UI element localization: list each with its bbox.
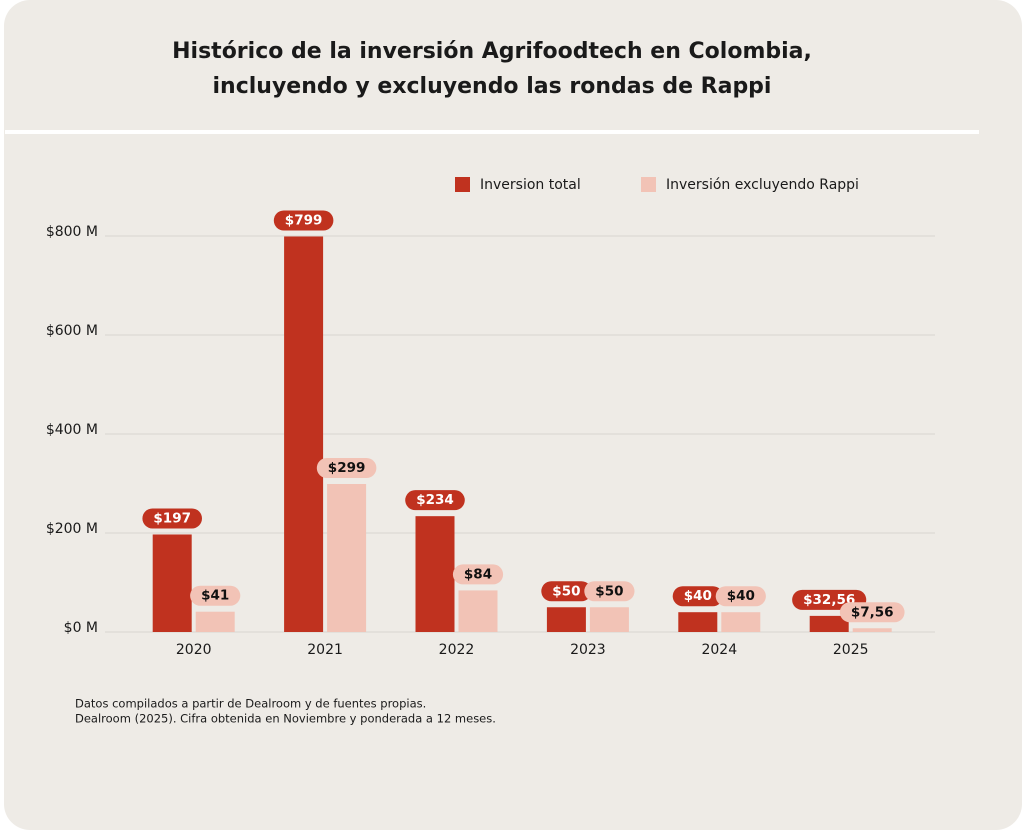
value-label-pill [190,585,241,606]
legend-label: Inversion total [480,177,581,193]
value-label: $197 [153,510,191,526]
chart-title: Histórico de la inversión Agrifoodtech e… [172,39,812,64]
x-tick-label: 2025 [833,642,869,658]
x-tick-label: 2020 [176,642,212,658]
value-label: $41 [201,588,229,604]
value-label-pill [715,586,766,607]
card [4,0,1022,830]
value-label-pill [584,581,635,602]
x-tick-label: 2021 [307,642,343,658]
bar [852,628,892,632]
bar [678,612,718,632]
bar [195,611,235,632]
value-label: $40 [727,588,755,604]
value-label: $32,56 [803,592,855,608]
bar [327,483,367,632]
value-label: $50 [552,583,580,599]
bar [152,534,192,632]
bar [458,590,498,632]
footnote: Datos compilados a partir de Dealroom y … [75,697,426,711]
chart-title: incluyendo y excluyendo las rondas de Ra… [213,74,772,99]
value-label: $50 [595,583,623,599]
x-tick-label: 2022 [439,642,475,658]
legend-label: Inversión excluyendo Rappi [666,177,859,193]
legend-swatch [641,177,656,192]
bar [809,615,849,632]
value-label-pill [541,581,592,602]
y-tick-label: $200 M [46,521,98,537]
x-tick-label: 2023 [570,642,606,658]
bar [415,516,455,632]
value-label-pill [142,508,202,529]
x-tick-label: 2024 [701,642,737,658]
y-tick-label: $400 M [46,422,98,438]
value-label-pill [273,210,334,231]
legend-swatch [455,177,470,192]
bar [284,236,324,632]
footnote: Dealroom (2025). Cifra obtenida en Novie… [75,712,496,726]
value-label: $299 [328,460,366,476]
value-label: $40 [684,588,712,604]
bar [589,607,629,632]
value-label-pill [672,586,723,607]
value-label-pill [452,564,504,585]
value-label-pill [405,490,465,511]
bar [721,612,761,632]
value-label: $799 [285,212,323,228]
value-label: $7,56 [851,604,894,620]
value-label: $234 [416,492,454,508]
y-tick-label: $600 M [46,323,98,339]
value-label-pill [316,457,377,478]
y-tick-label: $800 M [46,224,98,240]
bar [546,607,586,632]
value-label: $84 [464,566,492,582]
divider [5,130,979,134]
y-tick-label: $0 M [64,620,98,636]
value-label-pill [839,602,905,623]
